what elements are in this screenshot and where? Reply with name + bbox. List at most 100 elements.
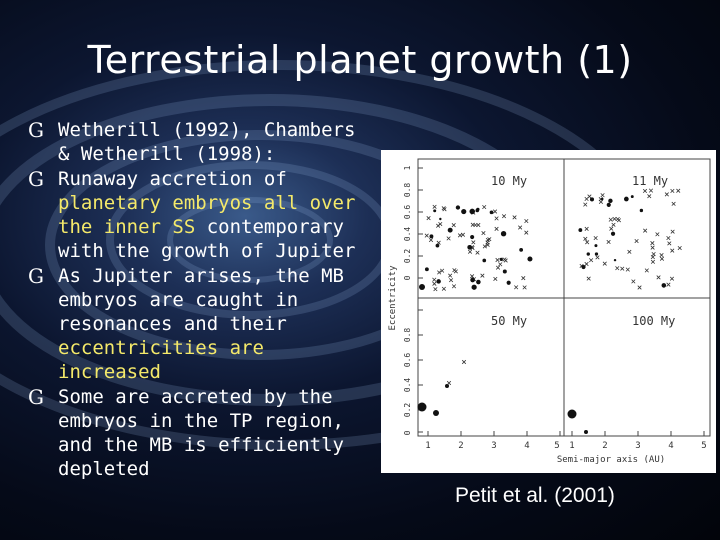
scatter-cross [448, 273, 453, 278]
scatter-cross [451, 223, 456, 228]
scatter-dot [608, 198, 613, 204]
scatter-cross [469, 274, 475, 279]
scatter-dot [586, 252, 590, 256]
scatter-cross [670, 248, 675, 253]
scatter-cross [494, 216, 499, 221]
scatter-cross [631, 279, 636, 284]
figure-caption: Petit et al. (2001) [455, 484, 615, 507]
x-axis-label: Semi-major axis (AU) [557, 455, 665, 465]
scatter-cross [446, 236, 451, 241]
y-tick-label: 0.8 [403, 328, 412, 343]
scatter-cross [659, 256, 665, 261]
scatter-cross [648, 188, 654, 193]
scatter-cross [512, 215, 517, 220]
scatter-cross [664, 192, 669, 197]
panel-label: 10 My [491, 174, 527, 188]
scatter-cross [595, 255, 600, 260]
y-tick-label: 0.6 [403, 353, 412, 368]
scatter-cross [634, 238, 639, 244]
scatter-dot [467, 244, 472, 250]
scatter-dot [471, 284, 477, 290]
scatter-cross [593, 235, 598, 241]
x-tick-label: 2 [458, 441, 463, 451]
x-tick-label: 4 [524, 441, 529, 451]
scatter-dot [581, 264, 586, 270]
scatter-cross [584, 226, 589, 231]
scatter-cross [482, 244, 487, 249]
x-tick-label: 1 [425, 441, 430, 451]
scatter-dot [469, 208, 475, 215]
bullet-item: G Some are accreted by the embryos in th… [28, 385, 368, 481]
scatter-cross [655, 232, 660, 237]
scatter-dot [455, 205, 461, 210]
scatter-dot [419, 284, 425, 290]
scatter-cross [498, 262, 503, 267]
scatter-cross [584, 261, 589, 267]
scatter-cross [482, 204, 487, 210]
scatter-dot [424, 267, 429, 272]
scatter-dot [433, 410, 439, 416]
scatter-cross [611, 222, 616, 227]
x-tick-label: 4 [668, 441, 673, 451]
scatter-cross [481, 231, 486, 236]
bullet-list: G Wetherill (1992), Chambers & Wetherill… [28, 118, 368, 482]
bullet-highlight: eccentricities are increased [58, 337, 264, 383]
scatter-cross [432, 204, 437, 209]
y-tick-label: 0.8 [403, 183, 412, 198]
scatter-dot [482, 258, 487, 263]
scatter-cross [583, 236, 588, 241]
scatter-points [417, 188, 682, 434]
y-tick-label: 0.2 [403, 249, 412, 264]
scatter-dot [567, 409, 577, 419]
panel-label: 11 My [632, 174, 668, 188]
y-tick-label: 0.6 [403, 205, 412, 220]
scatter-cross [495, 265, 501, 270]
scatter-cross [666, 282, 671, 287]
slide-title: Terrestrial planet growth (1) [87, 38, 633, 82]
scatter-cross [644, 268, 649, 273]
scatter-cross [585, 240, 590, 245]
scatter-cross [642, 188, 648, 194]
y-tick-label: 0 [403, 430, 412, 435]
scatter-cross [643, 228, 648, 233]
scatter-cross [625, 267, 630, 272]
scatter-dot [601, 197, 604, 201]
scatter-dot [661, 283, 667, 288]
scatter-dot [502, 269, 507, 274]
scatter-dot [436, 279, 441, 284]
scatter-dot [470, 277, 475, 283]
bullet-g-icon: G [28, 264, 44, 288]
scatter-dot [489, 210, 494, 215]
scatter-cross [608, 217, 613, 222]
scatter-cross [452, 268, 457, 273]
bullet-text: Some are accreted by the embryos in the … [58, 386, 344, 480]
scatter-cross [437, 270, 442, 275]
scatter-cross [620, 266, 625, 271]
scatter-dot [447, 227, 453, 233]
scatter-cross [615, 216, 620, 222]
scatter-cross [492, 209, 498, 214]
scatter-dot [639, 208, 644, 213]
scatter-cross [493, 276, 498, 281]
scatter-dot [506, 280, 511, 285]
scatter-cross [521, 276, 526, 281]
scatter-cross [666, 235, 671, 241]
scatter-cross [524, 230, 529, 235]
scatter-cross [615, 266, 620, 271]
bullet-text: Wetherill (1992), Chambers & Wetherill (… [58, 119, 356, 165]
y-tick-label: 0.2 [403, 403, 412, 418]
scatter-cross [650, 241, 655, 246]
scatter-cross [494, 226, 499, 231]
scatter-cross [440, 268, 445, 273]
scatter-cross [587, 194, 592, 199]
y-tick-label: 0.4 [403, 227, 412, 242]
scatter-cross [670, 229, 675, 234]
scatter-cross [651, 251, 656, 257]
simulation-figure: 1 0.8 0.6 0.4 0.2 0 0.8 0.6 0.4 0.2 0 Ec… [381, 150, 716, 473]
scatter-dot [527, 256, 533, 262]
scatter-cross [475, 250, 480, 255]
scatter-cross [514, 285, 519, 290]
scatter-cross [446, 380, 452, 386]
scatter-cross [676, 188, 681, 193]
bullet-text: Runaway accretion of [58, 168, 287, 190]
